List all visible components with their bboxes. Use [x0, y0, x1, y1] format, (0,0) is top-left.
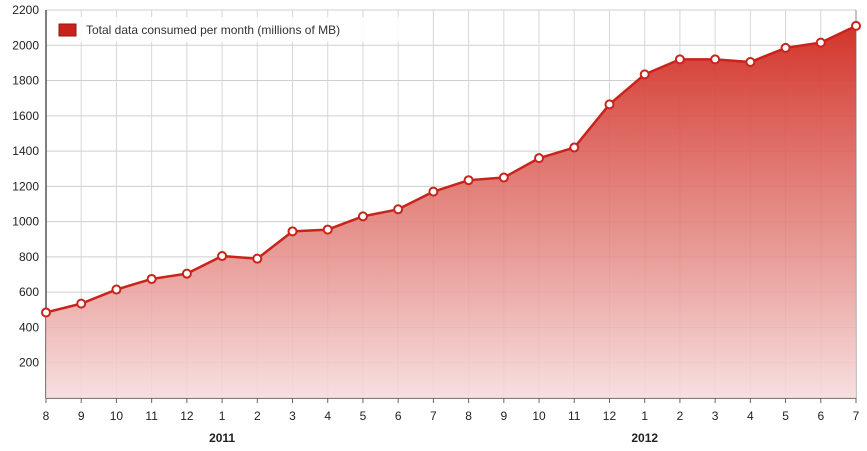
x-tick-label: 6	[395, 409, 402, 423]
data-point	[534, 153, 545, 164]
y-tick-label: 1000	[12, 215, 39, 229]
legend-swatch	[58, 23, 77, 37]
y-tick-label: 1800	[12, 74, 39, 88]
x-tick-label: 7	[853, 409, 860, 423]
series-area-fill	[46, 25, 856, 399]
data-point	[146, 273, 157, 284]
x-tick-label: 4	[747, 409, 754, 423]
data-point	[463, 175, 474, 186]
data-point	[639, 69, 650, 80]
data-point	[569, 142, 580, 153]
series-line	[45, 24, 857, 314]
x-tick-label: 9	[500, 409, 507, 423]
data-point	[287, 226, 298, 237]
data-point	[322, 224, 333, 235]
data-point	[111, 284, 122, 295]
data-point	[815, 37, 826, 48]
data-point	[76, 298, 87, 309]
data-point	[252, 253, 263, 264]
data-point	[428, 186, 439, 197]
x-tick-label: 5	[782, 409, 789, 423]
y-tick-label: 1200	[12, 179, 39, 193]
y-tick-label: 2200	[12, 3, 39, 17]
x-tick-label: 8	[465, 409, 472, 423]
data-point	[604, 99, 615, 110]
x-tick-label: 3	[712, 409, 719, 423]
data-point	[498, 172, 509, 183]
x-tick-label: 11	[145, 409, 158, 423]
data-point	[41, 307, 51, 318]
year-label: 2011	[209, 431, 235, 445]
x-tick-label: 5	[360, 409, 367, 423]
y-tick-label: 800	[19, 250, 39, 264]
series-area	[41, 20, 861, 399]
x-tick-label: 2	[677, 409, 684, 423]
data-point	[780, 42, 791, 53]
x-tick-label: 12	[603, 409, 617, 423]
x-tick-label: 9	[78, 409, 85, 423]
data-point	[181, 268, 192, 279]
x-tick-label: 8	[43, 409, 50, 423]
y-tick-label: 1600	[12, 109, 39, 123]
x-tick-label: 2	[254, 409, 261, 423]
x-tick-label: 4	[324, 409, 331, 423]
x-tick-label: 3	[289, 409, 296, 423]
y-tick-label: 1400	[12, 144, 39, 158]
x-tick-label: 12	[180, 409, 194, 423]
x-tick-label: 10	[532, 409, 546, 423]
data-point	[745, 57, 756, 68]
y-tick-label: 400	[19, 320, 39, 334]
legend-label: Total data consumed per month (millions …	[86, 23, 340, 37]
legend-box	[48, 17, 401, 42]
y-tick-label: 200	[19, 356, 39, 370]
data-point	[674, 54, 685, 65]
x-tick-label: 1	[219, 409, 226, 423]
x-tick-label: 1	[641, 409, 648, 423]
y-tick-label: 600	[19, 285, 39, 299]
data-point	[710, 54, 721, 65]
data-point	[851, 20, 861, 31]
data-point	[357, 211, 368, 222]
data-point	[393, 204, 404, 215]
legend: Total data consumed per month (millions …	[48, 17, 401, 42]
y-axis: 200 400 600 800 1000 1200 1400 1600 1800 2000 2200	[12, 3, 47, 398]
x-tick-label: 10	[110, 409, 124, 423]
data-point	[217, 251, 228, 262]
x-tick-label: 11	[568, 409, 581, 423]
year-label: 2012	[631, 431, 658, 445]
x-tick-label: 6	[817, 409, 824, 423]
y-tick-label: 2000	[12, 38, 39, 52]
x-tick-label: 7	[430, 409, 437, 423]
